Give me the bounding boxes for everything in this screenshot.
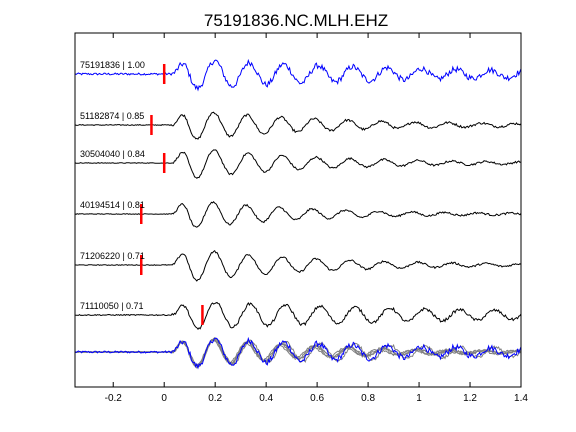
trace-label-71110050: 71110050 | 0.71	[80, 301, 144, 311]
overlay-trace-master	[74, 336, 522, 370]
waveform-trace-71206220	[74, 249, 522, 282]
x-axis: -0.2 0 0.2 0.4 0.6 0.8 1 1.2 1.4	[105, 33, 528, 404]
x-tick-label: 0	[161, 393, 167, 404]
trace-label-71206220: 71206220 | 0.71	[80, 251, 145, 261]
axes-frame	[74, 32, 522, 388]
x-tick-label: 1	[416, 393, 422, 404]
x-tick-label: 1.2	[463, 393, 477, 404]
x-tick-label: -0.2	[105, 393, 123, 404]
trace-label-30504040: 30504040 | 0.84	[80, 149, 145, 159]
waveform-trace-75191836	[74, 58, 522, 92]
x-tick-label: 0.2	[208, 393, 222, 404]
waveform-trace-40194514	[74, 201, 522, 228]
trace-label-40194514: 40194514 | 0.81	[80, 200, 145, 210]
x-tick-label: 0.8	[361, 393, 375, 404]
plot-area: 75191836 | 1.00 51182874 | 0.85 30504040 |…	[74, 58, 522, 370]
trace-label-51182874: 51182874 | 0.85	[80, 111, 144, 121]
waveform-trace-71110050	[74, 301, 522, 331]
waveform-trace-30504040	[74, 149, 522, 179]
x-tick-label: 1.4	[514, 393, 528, 404]
trace-label-75191836: 75191836 | 1.00	[80, 60, 145, 70]
x-tick-label: 0.6	[310, 393, 324, 404]
chart-title: 75191836.NC.MLH.EHZ	[204, 11, 388, 30]
waveform-trace-51182874	[74, 111, 522, 140]
x-tick-label: 0.4	[259, 393, 273, 404]
